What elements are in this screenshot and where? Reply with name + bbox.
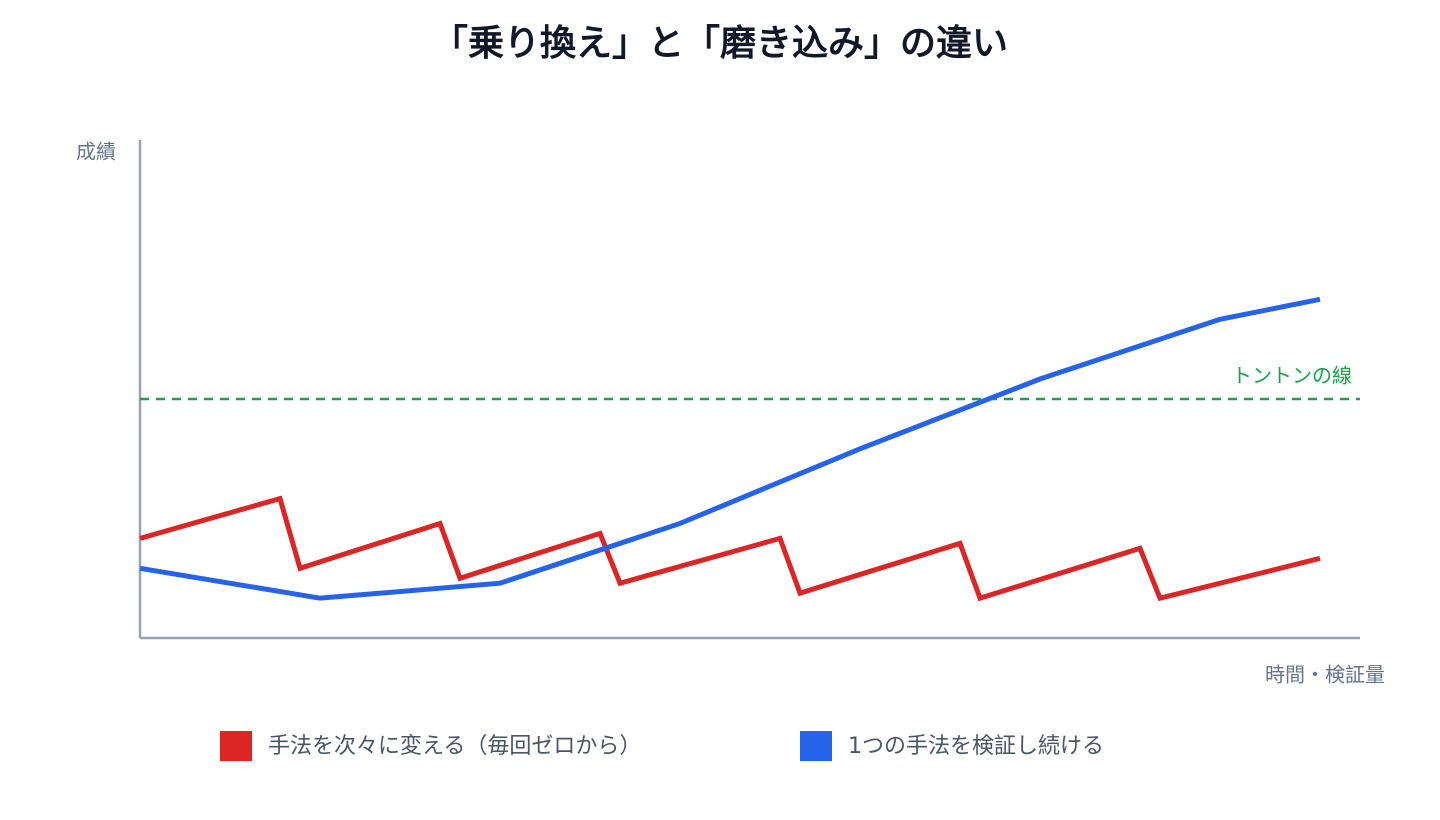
legend-label: 1つの手法を検証し続ける (848, 734, 1104, 759)
y-axis-label: 成績 (76, 140, 116, 164)
legend-swatch (220, 731, 252, 761)
chart-title: 「乗り換え」と「磨き込み」の違い (432, 23, 1008, 64)
legend-label: 手法を次々に変える（毎回ゼロから） (268, 734, 641, 759)
reference-label: トントンの線 (1232, 363, 1352, 387)
legend-swatch (800, 731, 832, 761)
x-axis-label: 時間・検証量 (1265, 663, 1385, 687)
series-line (139, 296, 1321, 601)
series-line (139, 495, 1321, 602)
